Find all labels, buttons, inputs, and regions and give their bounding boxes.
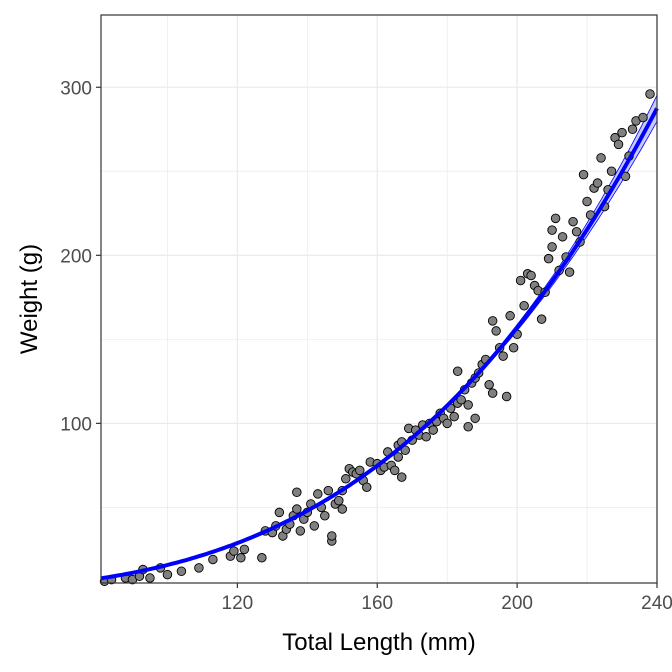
data-point [362, 482, 372, 492]
data-point [582, 196, 592, 207]
data-point [355, 465, 365, 476]
data-points [99, 89, 655, 587]
data-point [470, 413, 480, 424]
data-point [536, 314, 547, 324]
y-tick-label: 100 [60, 414, 92, 435]
data-point [571, 227, 582, 237]
plot-panel [101, 15, 657, 583]
data-point [162, 569, 173, 580]
data-point [596, 153, 606, 163]
data-point [393, 452, 403, 462]
data-point [309, 521, 320, 531]
minor-gridlines [101, 15, 657, 583]
data-point [208, 554, 218, 565]
data-point [442, 418, 452, 429]
data-point [578, 169, 589, 180]
data-point [292, 504, 302, 514]
data-point [313, 489, 323, 499]
data-point [456, 395, 466, 405]
data-point [526, 270, 536, 281]
data-point [515, 275, 526, 286]
data-point [617, 127, 627, 138]
data-point [463, 421, 473, 432]
data-point [396, 472, 407, 482]
data-point [508, 342, 519, 353]
data-point [176, 566, 187, 576]
data-point [452, 366, 463, 377]
data-point [487, 388, 498, 398]
data-point [501, 391, 512, 402]
data-point [236, 553, 246, 563]
data-point [449, 411, 459, 422]
data-point [613, 139, 624, 150]
data-point [421, 432, 431, 442]
data-point [519, 300, 529, 311]
data-point [564, 267, 575, 277]
x-tick-label: 160 [361, 593, 393, 614]
y-axis: 100 200 300 [60, 78, 101, 435]
data-point [334, 495, 344, 506]
data-point [645, 89, 655, 99]
y-tick-label: 200 [60, 246, 92, 267]
x-axis-title: Total Length (mm) [282, 629, 475, 656]
data-point [463, 400, 473, 410]
data-point [292, 487, 302, 498]
data-point [320, 511, 330, 521]
fit-curve [100, 107, 659, 581]
y-tick-label: 300 [60, 78, 92, 99]
data-point [337, 504, 348, 514]
data-point [543, 253, 554, 264]
panel-border [100, 14, 658, 584]
data-point [568, 216, 578, 227]
data-point [428, 425, 438, 435]
data-point [547, 242, 557, 252]
data-point [491, 326, 501, 336]
data-point [498, 351, 508, 361]
data-point [550, 213, 561, 224]
data-point [547, 225, 557, 235]
data-point [627, 124, 638, 135]
x-tick-label: 120 [222, 593, 254, 614]
data-point [505, 311, 515, 321]
data-point [557, 232, 568, 242]
x-tick-label: 200 [501, 593, 533, 614]
data-point [389, 465, 400, 476]
data-point [257, 553, 267, 563]
data-point [323, 485, 334, 496]
data-point [274, 507, 285, 518]
data-point [194, 563, 204, 573]
data-point [487, 316, 498, 326]
data-point [638, 112, 648, 123]
data-point [592, 178, 603, 188]
x-tick-label: 240 [641, 593, 672, 614]
data-point [145, 573, 155, 583]
data-point [239, 544, 250, 555]
x-axis: 120 160 200 240 [222, 583, 672, 614]
data-point [295, 526, 306, 536]
data-point [229, 546, 239, 556]
data-point [606, 166, 617, 177]
y-axis-title: Weight (g) [16, 244, 43, 354]
data-point [341, 474, 351, 484]
data-point [327, 531, 337, 541]
data-point [484, 379, 494, 390]
